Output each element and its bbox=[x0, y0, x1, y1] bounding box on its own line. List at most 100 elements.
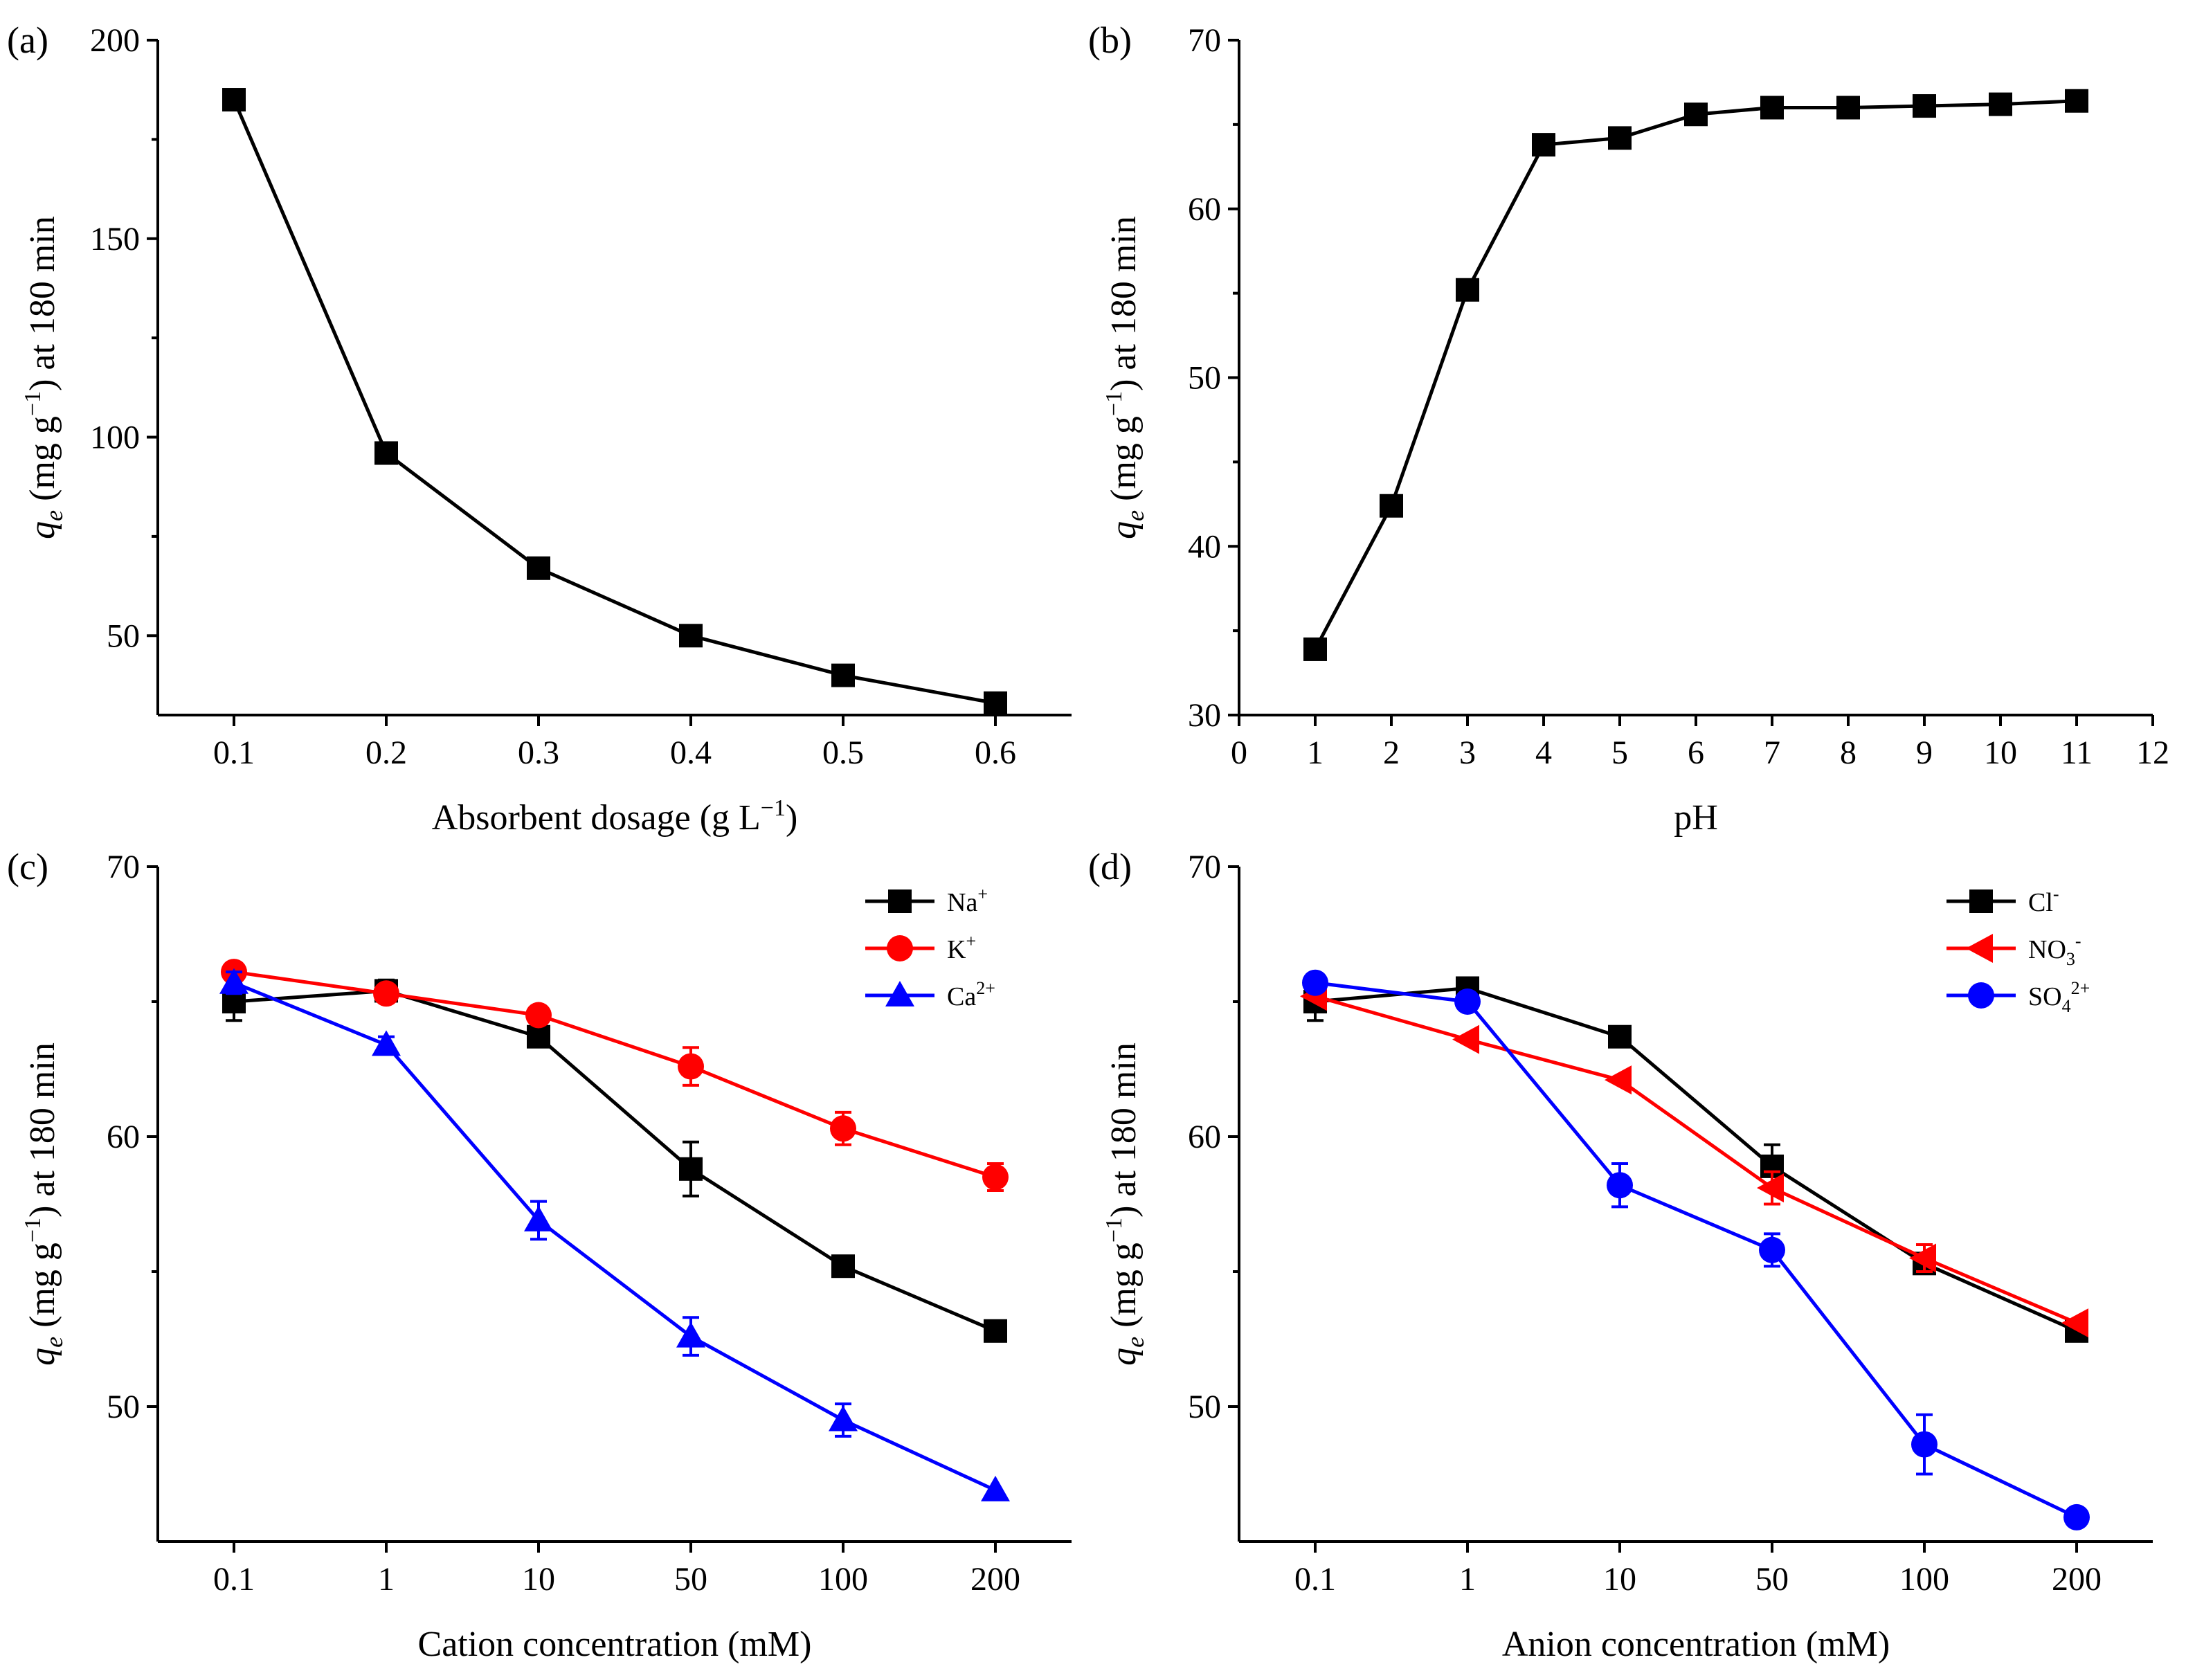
data-point bbox=[830, 1115, 856, 1142]
y-axis-title: qe (mg g−1) at 180 min bbox=[1101, 1042, 1149, 1366]
series-line bbox=[1315, 986, 2078, 1333]
x-tick-label: 50 bbox=[674, 1561, 707, 1598]
y-tick-label: 150 bbox=[90, 221, 140, 258]
legend-label: Cl- bbox=[2028, 884, 2059, 917]
series-line bbox=[232, 99, 996, 705]
x-tick-label: 3 bbox=[1459, 734, 1476, 771]
data-point bbox=[981, 1475, 1010, 1501]
series-na bbox=[222, 978, 1007, 1343]
x-tick-label: 0.6 bbox=[975, 734, 1016, 771]
data-point bbox=[1608, 1024, 1632, 1049]
y-tick-label: 60 bbox=[107, 1119, 140, 1155]
legend-label: K+ bbox=[947, 931, 976, 964]
data-point bbox=[222, 88, 246, 112]
data-point bbox=[984, 691, 1007, 715]
panel-label: (a) bbox=[7, 19, 48, 61]
x-tick-label: 12 bbox=[2136, 734, 2169, 771]
legend-marker bbox=[1966, 934, 1993, 963]
x-tick-label: 0.4 bbox=[670, 734, 712, 771]
y-tick-label: 60 bbox=[1188, 191, 1221, 228]
legend-label: Ca2+ bbox=[947, 978, 995, 1011]
data-point bbox=[676, 1321, 705, 1348]
legend: Cl- NO3- SO42+ bbox=[1946, 884, 2090, 1016]
y-tick-label: 50 bbox=[1188, 360, 1221, 397]
data-point bbox=[831, 1254, 855, 1279]
series-line bbox=[1315, 981, 2078, 1519]
x-tick-label: 2 bbox=[1383, 734, 1400, 771]
data-point bbox=[982, 1164, 1009, 1191]
x-tick-label: 0.5 bbox=[822, 734, 864, 771]
legend: Na+ K+ Ca2+ bbox=[865, 884, 995, 1011]
data-point bbox=[2063, 1503, 2090, 1530]
x-tick-label: 200 bbox=[970, 1561, 1020, 1598]
y-tick-label: 100 bbox=[90, 419, 140, 456]
series-data bbox=[222, 88, 1007, 715]
x-tick-label: 0.1 bbox=[1294, 1561, 1336, 1598]
series-line bbox=[1313, 99, 2077, 651]
data-point bbox=[2065, 89, 2088, 113]
x-tick-label: 1 bbox=[1459, 1561, 1476, 1598]
series-k bbox=[221, 959, 1009, 1192]
x-tick-label: 1 bbox=[1307, 734, 1324, 771]
series-ca bbox=[219, 968, 1010, 1501]
x-axis-title: Absorbent dosage (g L−1) bbox=[432, 795, 798, 838]
x-tick-label: 0.2 bbox=[365, 734, 407, 771]
x-tick-label: 11 bbox=[2061, 734, 2093, 771]
series-line bbox=[1315, 994, 2077, 1325]
y-axis-title: qe (mg g−1) at 180 min bbox=[20, 1042, 68, 1366]
x-tick-label: 0 bbox=[1231, 734, 1247, 771]
y-tick-label: 70 bbox=[1188, 849, 1221, 885]
series-data bbox=[1303, 89, 2088, 661]
y-tick-label: 70 bbox=[107, 849, 140, 885]
data-point bbox=[2061, 1308, 2088, 1338]
data-point bbox=[1605, 1065, 1632, 1095]
data-point bbox=[372, 1030, 401, 1056]
data-point bbox=[527, 556, 550, 580]
data-point bbox=[1759, 1236, 1785, 1263]
data-point bbox=[1302, 969, 1328, 996]
y-tick-label: 30 bbox=[1188, 697, 1221, 734]
panel-label: (d) bbox=[1088, 846, 1132, 887]
x-axis-title: pH bbox=[1674, 798, 1718, 838]
data-point bbox=[1380, 494, 1403, 518]
data-point bbox=[525, 1002, 552, 1029]
data-point bbox=[1757, 1173, 1784, 1203]
x-tick-label: 6 bbox=[1688, 734, 1704, 771]
data-point bbox=[1989, 92, 2012, 116]
y-tick-label: 60 bbox=[1188, 1119, 1221, 1155]
data-point bbox=[373, 980, 399, 1007]
y-tick-label: 50 bbox=[1188, 1389, 1221, 1425]
x-tick-label: 0.3 bbox=[518, 734, 559, 771]
data-point bbox=[829, 1405, 858, 1431]
legend-label: SO42+ bbox=[2028, 978, 2090, 1016]
series-line bbox=[233, 981, 997, 1492]
data-point bbox=[1913, 94, 1936, 118]
x-tick-label: 100 bbox=[818, 1561, 868, 1598]
chart-panel-c: 50 60 70 0.1 1 10 50 100 200 (c) Cation concentrat… bbox=[7, 846, 1072, 1664]
x-tick-label: 10 bbox=[1603, 1561, 1636, 1598]
data-point bbox=[1454, 988, 1481, 1015]
legend-marker bbox=[1969, 889, 1993, 913]
x-tick-label: 0.1 bbox=[213, 734, 255, 771]
y-tick-label: 50 bbox=[107, 1389, 140, 1425]
panel-label: (b) bbox=[1088, 19, 1132, 61]
data-point bbox=[679, 624, 703, 648]
x-tick-label: 50 bbox=[1755, 1561, 1789, 1598]
chart-panel-a: 50 100 150 200 0.1 0.2 0.3 0.4 0.5 0.6 (a) Absorben… bbox=[7, 19, 1072, 838]
series-line bbox=[233, 988, 996, 1333]
data-point bbox=[1909, 1243, 1936, 1273]
data-point bbox=[1836, 96, 1860, 120]
y-tick-label: 50 bbox=[107, 617, 140, 654]
x-axis-title: Cation concentration (mM) bbox=[418, 1625, 812, 1664]
x-tick-label: 0.1 bbox=[213, 1561, 255, 1598]
series-line bbox=[233, 970, 996, 1179]
y-axis-title: qe (mg g−1) at 180 min bbox=[1101, 216, 1149, 539]
x-tick-label: 7 bbox=[1764, 734, 1780, 771]
x-tick-label: 1 bbox=[378, 1561, 395, 1598]
data-point bbox=[831, 663, 855, 687]
data-point bbox=[1911, 1431, 1937, 1458]
data-point bbox=[527, 1024, 550, 1049]
x-tick-label: 100 bbox=[1899, 1561, 1949, 1598]
x-tick-label: 200 bbox=[2052, 1561, 2102, 1598]
